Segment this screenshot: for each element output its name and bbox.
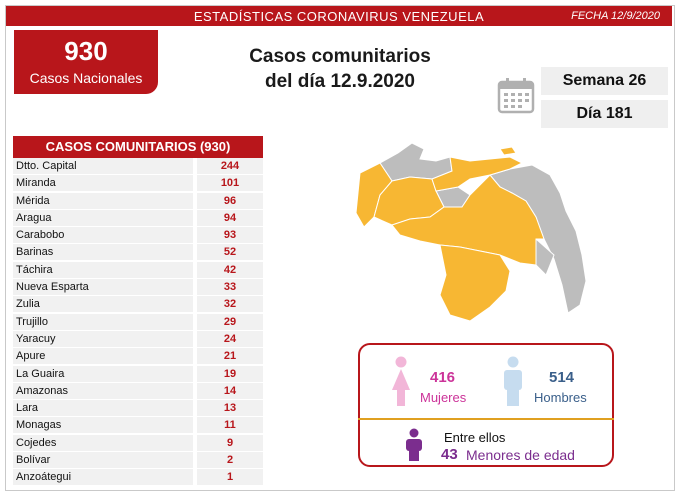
state-cases: 29	[197, 313, 263, 330]
header-bar: ESTADÍSTICAS CORONAVIRUS VENEZUELA FECHA…	[6, 6, 672, 26]
table-body: Dtto. Capital 244 Miranda 101 Mérida 96 Aragua…	[13, 158, 263, 487]
state-cases: 244	[197, 158, 263, 174]
child-icon	[406, 428, 422, 461]
day-indicator: Día 181	[541, 100, 668, 128]
venezuela-map	[355, 142, 587, 322]
page-title-line2: del día 12.9.2020	[265, 71, 415, 92]
gender-summary-box	[358, 343, 614, 467]
state-name: Barinas	[13, 244, 193, 261]
state-cases: 13	[197, 400, 263, 417]
state-name: Monagas	[13, 417, 193, 434]
state-name: Apure	[13, 348, 193, 365]
state-name: Táchira	[13, 261, 193, 278]
state-cases: 96	[197, 192, 263, 209]
state-cases: 14	[197, 382, 263, 399]
section-divider	[358, 418, 614, 420]
table-row: La Guaira 19	[13, 365, 263, 383]
state-name: Anzoátegui	[13, 469, 193, 486]
state-cases: 9	[197, 434, 263, 451]
table-row: Táchira 42	[13, 261, 263, 280]
minors-label: Menores de edad	[466, 447, 575, 463]
calendar-icon	[497, 78, 535, 114]
header-date: FECHA 12/9/2020	[571, 10, 660, 22]
week-indicator: Semana 26	[541, 67, 668, 95]
map-state-amazonas	[439, 244, 511, 322]
table-row: Apure 21	[13, 348, 263, 366]
page-title-line1: Casos comunitarios	[249, 46, 431, 67]
minors-count: 43	[441, 446, 458, 463]
state-name: Mérida	[13, 192, 193, 209]
table-row: Anzoátegui 1	[13, 469, 263, 487]
table-row: Lara 13	[13, 400, 263, 418]
man-icon	[504, 356, 522, 406]
table-heading: CASOS COMUNITARIOS (930)	[13, 136, 263, 158]
page-title: Casos comunitarios del día 12.9.2020	[210, 44, 470, 94]
table-row: Amazonas 14	[13, 382, 263, 401]
community-cases-table: CASOS COMUNITARIOS (930) Dtto. Capital 24…	[13, 136, 263, 487]
state-cases: 93	[197, 227, 263, 244]
table-row: Mérida 96	[13, 192, 263, 210]
state-cases: 11	[197, 417, 263, 434]
state-cases: 94	[197, 209, 263, 226]
state-name: Bolívar	[13, 452, 193, 469]
state-name: Carabobo	[13, 227, 193, 244]
state-name: Nueva Esparta	[13, 279, 193, 296]
state-name: La Guaira	[13, 365, 193, 382]
table-row: Zulia 32	[13, 296, 263, 314]
national-cases-box: 930 Casos Nacionales	[14, 30, 158, 94]
state-name: Miranda	[13, 175, 193, 192]
men-label: Hombres	[534, 390, 587, 405]
women-count: 416	[430, 369, 456, 386]
map-state-nueva-esparta	[499, 146, 517, 156]
state-cases: 101	[197, 175, 263, 192]
state-cases: 19	[197, 365, 263, 382]
table-row: Cojedes 9	[13, 434, 263, 453]
minors-intro: Entre ellos	[444, 430, 506, 445]
men-count: 514	[549, 369, 575, 386]
state-name: Amazonas	[13, 382, 193, 399]
table-row: Miranda 101	[13, 175, 263, 193]
state-name: Lara	[13, 400, 193, 417]
state-cases: 21	[197, 348, 263, 365]
state-cases: 42	[197, 261, 263, 278]
table-row: Aragua 94	[13, 209, 263, 228]
state-name: Zulia	[13, 296, 193, 313]
state-cases: 24	[197, 330, 263, 347]
table-row: Carabobo 93	[13, 227, 263, 245]
table-row: Dtto. Capital 244	[13, 158, 263, 176]
state-cases: 52	[197, 244, 263, 261]
national-cases-number: 930	[64, 36, 108, 66]
women-label: Mujeres	[420, 390, 467, 405]
state-cases: 33	[197, 279, 263, 296]
state-name: Yaracuy	[13, 330, 193, 347]
national-cases-label: Casos Nacionales	[29, 70, 143, 86]
state-cases: 1	[197, 469, 263, 486]
header-title: ESTADÍSTICAS CORONAVIRUS VENEZUELA	[193, 9, 485, 24]
state-cases: 2	[197, 452, 263, 469]
table-row: Bolívar 2	[13, 452, 263, 470]
woman-icon	[392, 356, 410, 406]
state-cases: 32	[197, 296, 263, 313]
table-row: Barinas 52	[13, 244, 263, 262]
state-name: Aragua	[13, 209, 193, 226]
table-row: Yaracuy 24	[13, 330, 263, 349]
table-row: Monagas 11	[13, 417, 263, 435]
state-name: Dtto. Capital	[13, 158, 193, 174]
table-row: Nueva Esparta 33	[13, 279, 263, 297]
table-row: Trujillo 29	[13, 313, 263, 331]
state-name: Cojedes	[13, 434, 193, 451]
state-name: Trujillo	[13, 313, 193, 330]
